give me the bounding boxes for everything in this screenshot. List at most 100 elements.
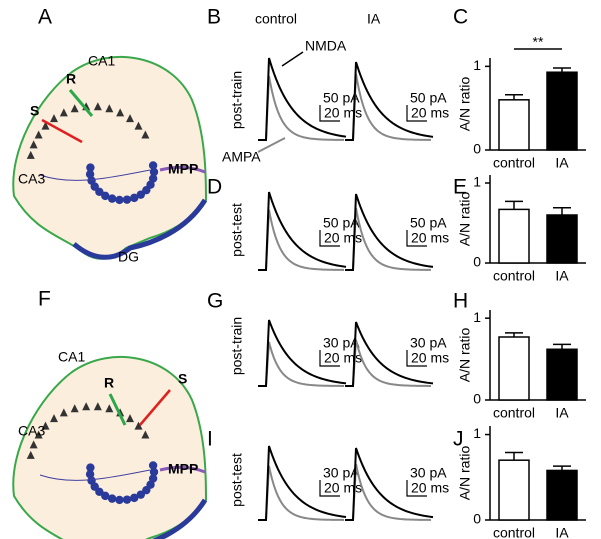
mossy-fiber xyxy=(39,469,151,481)
pyramidal-cell xyxy=(126,114,135,123)
pyramidal-cell xyxy=(126,414,135,423)
y-axis-label: A/N ratio xyxy=(457,77,473,132)
y-tick-label: 1 xyxy=(473,425,481,441)
trace-row-label: post-test xyxy=(229,453,245,507)
scale-bar xyxy=(406,105,427,122)
scale-time: 20 ms xyxy=(324,105,362,121)
granule-cell xyxy=(148,174,158,183)
pyramidal-cell xyxy=(26,150,35,159)
scale-current: 30 pA xyxy=(323,465,360,481)
scale-time: 20 ms xyxy=(324,480,362,496)
scale-time: 20 ms xyxy=(411,480,449,496)
trace-row-label: post-train xyxy=(229,71,245,129)
current-trace xyxy=(345,339,432,387)
panel-letter: C xyxy=(453,6,468,29)
x-tick-label: control xyxy=(493,155,535,171)
current-trace xyxy=(258,465,345,521)
scale-bar xyxy=(406,480,427,497)
pyramidal-cell xyxy=(41,421,50,430)
y-axis-label: A/N ratio xyxy=(457,192,473,247)
annotation-arrow xyxy=(257,137,286,153)
panel-letter: A xyxy=(38,6,52,29)
condition-header: IA xyxy=(367,11,381,27)
region-label: CA1 xyxy=(58,349,85,365)
granule-cell xyxy=(122,195,132,204)
current-trace xyxy=(345,193,434,271)
current-trace xyxy=(345,207,432,271)
current-trace xyxy=(345,73,432,141)
scale-time: 20 ms xyxy=(324,350,362,366)
current-trace xyxy=(258,319,347,387)
bar xyxy=(546,71,578,151)
granule-cell xyxy=(115,195,124,205)
granule-cell xyxy=(86,463,95,472)
region-label: DG xyxy=(118,249,139,265)
pyramidal-cell xyxy=(70,104,79,113)
granule-cell xyxy=(85,469,95,479)
current-trace xyxy=(258,75,345,141)
scale-bar xyxy=(319,105,340,122)
scale-current: 50 pA xyxy=(410,90,447,106)
region-label: CA3 xyxy=(18,423,45,439)
current-trace xyxy=(258,191,347,271)
pyramidal-cell xyxy=(49,414,58,423)
trace-row-label: post-train xyxy=(229,317,245,375)
pyramidal-cell xyxy=(26,450,35,459)
granule-cell xyxy=(149,467,159,477)
current-trace xyxy=(258,209,345,271)
pyramidal-cell xyxy=(93,402,102,411)
dentate-gyrus xyxy=(72,198,208,260)
y-tick-label: 0 xyxy=(473,254,481,270)
pyramidal-cell xyxy=(105,104,114,113)
panel-letter: J xyxy=(453,428,464,451)
scale-time: 20 ms xyxy=(324,230,362,246)
region-label: CA3 xyxy=(18,171,45,187)
granule-cell xyxy=(149,167,159,177)
scale-current: 50 pA xyxy=(323,90,360,106)
pyramidal-cell xyxy=(134,121,143,130)
perforant-path xyxy=(159,465,206,474)
granule-cell xyxy=(115,495,124,505)
current-trace xyxy=(345,61,434,141)
granule-cell xyxy=(95,487,104,496)
scale-time: 20 ms xyxy=(411,230,449,246)
bar xyxy=(498,336,530,401)
y-tick-label: 0 xyxy=(473,141,481,157)
significance-label: ** xyxy=(533,34,544,50)
bar xyxy=(546,469,578,521)
current-trace xyxy=(345,447,434,521)
bar xyxy=(546,348,578,401)
electrode-label: S xyxy=(178,371,187,387)
scale-bar xyxy=(319,230,340,247)
bar xyxy=(498,459,530,521)
scale-current: 50 pA xyxy=(410,215,447,231)
x-tick-label: IA xyxy=(555,155,569,171)
scale-bar xyxy=(406,230,427,247)
panel-letter: H xyxy=(453,290,468,313)
x-tick-label: control xyxy=(493,268,535,284)
region-label: CA1 xyxy=(88,53,115,69)
x-tick-label: control xyxy=(493,525,535,539)
granule-cell xyxy=(122,495,132,504)
recording-electrode xyxy=(68,89,94,117)
granule-cell xyxy=(130,193,139,203)
pyramidal-cell xyxy=(49,114,58,123)
x-tick-label: IA xyxy=(555,268,569,284)
bar xyxy=(546,214,578,264)
pyramidal-cell xyxy=(41,121,50,130)
annotation-arrow xyxy=(281,51,304,67)
scale-current: 30 pA xyxy=(410,335,447,351)
pathway-label: MPP xyxy=(168,461,198,477)
granule-cell xyxy=(101,191,110,201)
pyramidal-cell xyxy=(141,130,150,139)
condition-header: control xyxy=(255,11,297,27)
y-tick-label: 1 xyxy=(473,57,481,73)
y-tick-label: 1 xyxy=(473,309,481,325)
pyramidal-cell xyxy=(116,108,125,117)
pyramidal-cell xyxy=(134,421,143,430)
pyramidal-cell xyxy=(82,402,91,411)
pyramidal-cell xyxy=(141,430,150,439)
scale-bar xyxy=(319,480,340,497)
